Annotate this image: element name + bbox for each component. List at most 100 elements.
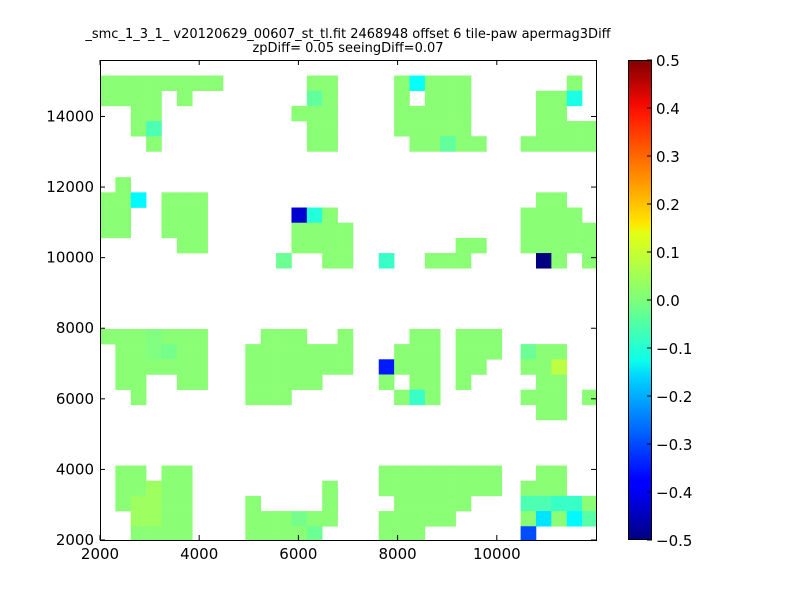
heatmap-cell <box>306 526 323 541</box>
heatmap-cell <box>146 328 162 345</box>
heatmap-cell <box>245 495 262 512</box>
heatmap-cell <box>115 177 132 193</box>
heatmap-cell <box>306 90 323 107</box>
heatmap-cell <box>192 344 208 360</box>
heatmap-cell <box>455 253 472 269</box>
heatmap-cell <box>455 465 472 482</box>
heatmap-cell <box>245 344 262 360</box>
heatmap-cell <box>306 222 323 239</box>
heatmap-cell <box>245 526 262 541</box>
heatmap-cell <box>520 222 537 239</box>
heatmap-cell <box>535 121 552 137</box>
heatmap-cell <box>471 465 487 482</box>
heatmap-cell <box>115 328 132 345</box>
heatmap-cell <box>115 192 132 208</box>
heatmap-cell <box>582 136 597 152</box>
heatmap-cell <box>455 344 472 360</box>
heatmap-cell <box>176 495 193 512</box>
colorbar-tick-label: −0.5 <box>656 532 692 550</box>
heatmap-cell <box>176 526 193 541</box>
heatmap-cell <box>409 526 426 541</box>
heatmap-cell <box>146 359 162 375</box>
heatmap-cell <box>115 495 132 512</box>
heatmap-cell <box>276 526 292 541</box>
heatmap-cell <box>176 359 193 375</box>
heatmap-cell <box>176 465 193 482</box>
heatmap-cell <box>535 404 552 421</box>
heatmap-cell <box>161 480 178 497</box>
heatmap-cell <box>130 344 147 360</box>
heatmap-cell <box>424 480 441 497</box>
heatmap-cell <box>291 374 308 390</box>
heatmap-cell <box>192 192 208 208</box>
heatmap-cell <box>424 359 441 375</box>
heatmap-cell <box>176 192 193 208</box>
heatmap-cell <box>378 359 395 375</box>
heatmap-cell <box>424 465 441 482</box>
x-tick-label: 10000 <box>473 545 521 563</box>
heatmap-cell <box>245 374 262 390</box>
heatmap-cell <box>176 90 193 107</box>
heatmap-cell <box>440 465 456 482</box>
heatmap-cell <box>146 480 162 497</box>
heatmap-cell <box>161 495 178 512</box>
heatmap-cell <box>337 237 354 254</box>
heatmap-cell <box>260 374 277 390</box>
heatmap-cell <box>424 374 441 390</box>
heatmap-cell <box>409 75 426 92</box>
heatmap-cell <box>337 222 354 239</box>
heatmap-cell <box>535 389 552 406</box>
y-tick-label: 4000 <box>56 460 94 478</box>
heatmap-cell <box>424 511 441 527</box>
heatmap-cell <box>409 344 426 360</box>
heatmap-cell <box>424 344 441 360</box>
heatmap-cell <box>322 495 338 512</box>
heatmap-cell <box>424 253 441 269</box>
y-tick-label: 14000 <box>46 107 94 125</box>
heatmap-cell <box>455 359 472 375</box>
heatmap-cell <box>130 359 147 375</box>
heatmap-cell <box>455 328 472 345</box>
heatmap-cell <box>322 105 338 122</box>
heatmap-cell <box>337 359 354 375</box>
heatmap-cell <box>146 526 162 541</box>
heatmap-cell <box>566 75 583 92</box>
heatmap-cell <box>245 389 262 406</box>
heatmap-cell <box>130 121 147 137</box>
heatmap-cell <box>322 90 338 107</box>
heatmap-cell <box>130 465 147 482</box>
heatmap-cell <box>520 136 537 152</box>
heatmap-cell <box>161 328 178 345</box>
heatmap-cell <box>176 344 193 360</box>
heatmap-cells <box>100 75 597 541</box>
heatmap-cell <box>291 105 308 122</box>
heatmap-cell <box>471 237 487 254</box>
heatmap-cell <box>260 389 277 406</box>
x-tick-label: 6000 <box>279 545 317 563</box>
heatmap-cell <box>566 495 583 512</box>
colorbar-tick-label: 0.0 <box>656 292 680 310</box>
heatmap-cell <box>176 511 193 527</box>
heatmap-cell <box>520 344 537 360</box>
heatmap-cell <box>192 207 208 224</box>
heatmap-cell <box>161 465 178 482</box>
heatmap-cell <box>455 237 472 254</box>
heatmap-cell <box>551 511 568 527</box>
heatmap-cell <box>424 75 441 92</box>
heatmap-cell <box>535 495 552 512</box>
heatmap-cell <box>291 328 308 345</box>
heatmap-cell <box>306 511 323 527</box>
heatmap-cell <box>115 344 132 360</box>
heatmap-cell <box>455 495 472 512</box>
heatmap-cell <box>192 374 208 390</box>
heatmap-cell <box>535 374 552 390</box>
chart-title-line2: zpDiff= 0.05 seeingDiff=0.07 <box>252 41 443 56</box>
heatmap-cell <box>146 90 162 107</box>
heatmap-cell <box>322 136 338 152</box>
heatmap-cell <box>535 359 552 375</box>
heatmap-cell <box>378 511 395 527</box>
heatmap-cell <box>566 207 583 224</box>
heatmap-cell <box>440 105 456 122</box>
heatmap-cell <box>115 75 132 92</box>
heatmap-cell <box>394 359 410 375</box>
